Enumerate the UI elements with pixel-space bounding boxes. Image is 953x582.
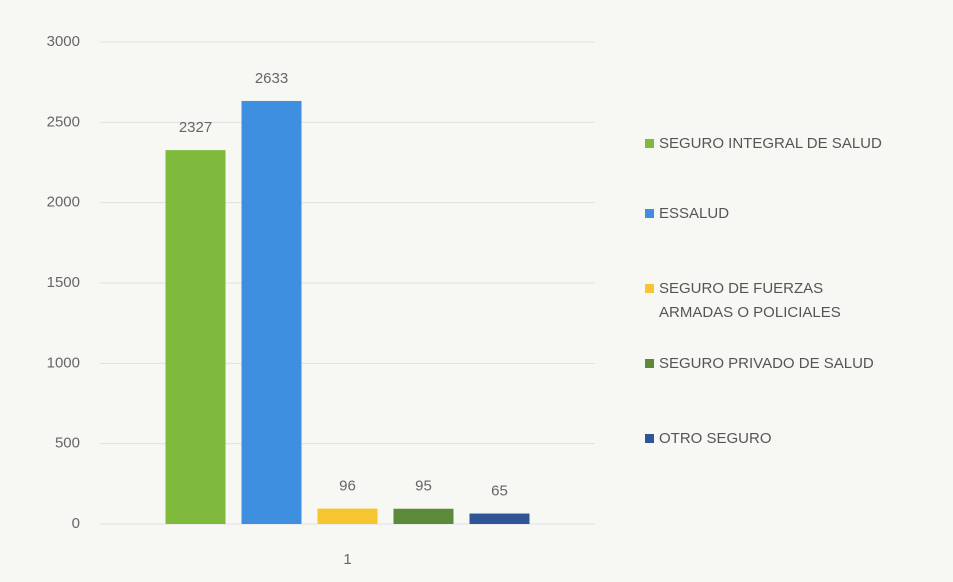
bar <box>469 513 530 524</box>
y-tick-label: 1500 <box>47 274 80 291</box>
data-label: 96 <box>339 478 356 495</box>
y-tick-label: 1000 <box>47 354 80 371</box>
y-tick-label: 500 <box>55 435 80 452</box>
y-tick-label: 3000 <box>47 33 80 50</box>
x-tick-label: 1 <box>343 551 351 568</box>
data-label: 2633 <box>255 70 288 87</box>
bar <box>165 150 226 524</box>
data-label: 2327 <box>179 119 212 136</box>
bar <box>241 100 302 525</box>
bar <box>317 508 378 524</box>
y-tick-label: 0 <box>72 515 80 532</box>
bar <box>393 508 454 524</box>
data-label: 95 <box>415 478 432 495</box>
y-tick-label: 2500 <box>47 113 80 130</box>
y-tick-label: 2000 <box>47 194 80 211</box>
data-label: 65 <box>491 483 508 500</box>
